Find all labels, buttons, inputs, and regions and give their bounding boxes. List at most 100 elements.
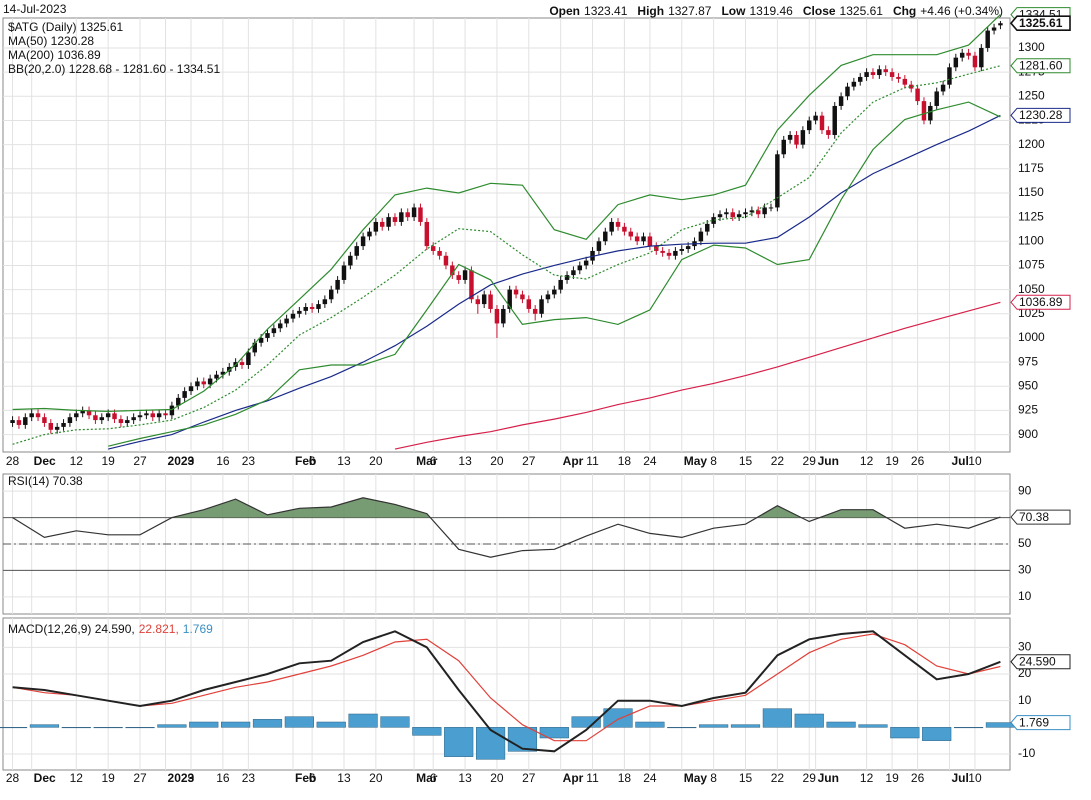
candle-body [717,214,723,218]
x-tick-label: 2023 [168,454,195,468]
candle-body [61,423,66,427]
legend-entry: RSI(14) 70.38 [8,474,83,488]
candle-body [207,378,213,385]
candle-body [583,260,589,266]
x-tick-label: 6 [430,454,437,468]
value-tag-label: 1281.60 [1019,58,1063,72]
chart-date: 14-Jul-2023 [3,2,67,16]
x-tick-label: 24 [643,771,657,785]
candle-body [609,221,614,232]
candle-body [494,308,500,324]
candle-body [112,413,117,420]
candle-body [845,86,850,97]
value-tag [1010,58,1071,74]
histogram-bar [157,724,187,728]
candle-body [430,246,436,251]
legend-part: MACD(12,26,9) 24.590, [8,622,135,636]
candle-body [99,417,105,421]
value-tag [1010,654,1071,670]
candle-body [284,318,289,324]
x-tick-label: 6 [430,771,437,785]
x-tick-label: 22 [771,771,785,785]
candle-body [864,72,869,77]
value-tag-label: 1230.28 [1019,108,1063,122]
y-tick-label: 1100 [1018,233,1044,247]
x-tick-label: 28 [6,771,20,785]
candle-body [29,413,34,418]
panel [2,617,1011,771]
candle-body [348,255,353,266]
x-tick-label: 9 [188,454,195,468]
candle-body [972,55,978,68]
candle-body [23,417,28,425]
candle-body [475,299,481,305]
x-tick-label: 27 [133,454,147,468]
x-tick-label: Jul [951,771,968,785]
candle-body [118,419,124,424]
candle-body [54,426,60,430]
histogram-bar [953,727,984,729]
candle-body [137,415,143,418]
histogram-bar [316,721,346,728]
legend-entry: MACD(12,26,9) 24.590, 22.821, 1.769 [8,622,213,636]
candle-body [86,410,92,416]
x-tick-label: 8 [710,771,717,785]
candle-body [660,250,665,253]
header-value: 1323.41 [584,4,628,18]
histogram-bar [221,721,251,728]
candle-body [749,210,755,213]
candle-body [730,212,735,218]
legend-entry: $ATG (Daily) 1325.61 [8,20,123,34]
y-tick-label: 1000 [1018,330,1045,344]
y-tick-label: 30 [1018,640,1032,654]
x-tick-label: Jun [818,771,839,785]
histogram-bar [762,708,792,728]
candle-body [775,154,780,208]
x-tick-label: 12 [70,771,84,785]
candle-body [526,299,532,309]
candle-body [520,294,525,300]
x-tick-label: 6 [309,771,316,785]
candle-body [316,304,321,309]
y-tick-label: 20 [1018,666,1032,680]
histogram-bar [858,724,888,728]
candle-body [10,420,15,424]
candle-body [443,255,449,266]
candle-body [42,417,47,424]
x-tick-label: 20 [369,771,383,785]
legend-part: 1.769 [183,622,213,636]
indicator-line [108,101,1001,447]
x-tick-label: 26 [911,771,925,785]
x-tick-label: 26 [911,454,925,468]
candle-body [322,299,328,305]
x-tick-label: 19 [885,454,899,468]
candle-body [953,57,959,68]
x-tick-label: 16 [216,771,230,785]
candle-body [959,52,965,58]
panel [2,17,1011,453]
y-tick-label: 1050 [1018,282,1045,296]
candle-body [724,212,729,215]
x-tick-label: Mar [416,771,438,785]
x-tick-label: 29 [803,771,817,785]
candle-body [813,115,818,121]
y-tick-label: 50 [1018,536,1032,550]
x-tick-label: Jun [818,454,839,468]
candle-body [794,134,799,145]
candle-body [870,72,876,76]
histogram-bar [603,708,633,728]
x-tick-label: 2023 [168,771,195,785]
y-tick-label: -10 [1018,746,1036,760]
y-tick-label: 925 [1018,403,1038,417]
candle-body [838,96,844,106]
x-tick-label: 12 [860,771,874,785]
candle-body [743,212,748,215]
candle-body [787,134,793,140]
candle-body [379,221,385,227]
x-tick-label: Apr [563,771,584,785]
candle-body [634,236,640,242]
candle-body [877,69,882,76]
value-tag [1009,15,1071,32]
candle-body [424,221,430,247]
